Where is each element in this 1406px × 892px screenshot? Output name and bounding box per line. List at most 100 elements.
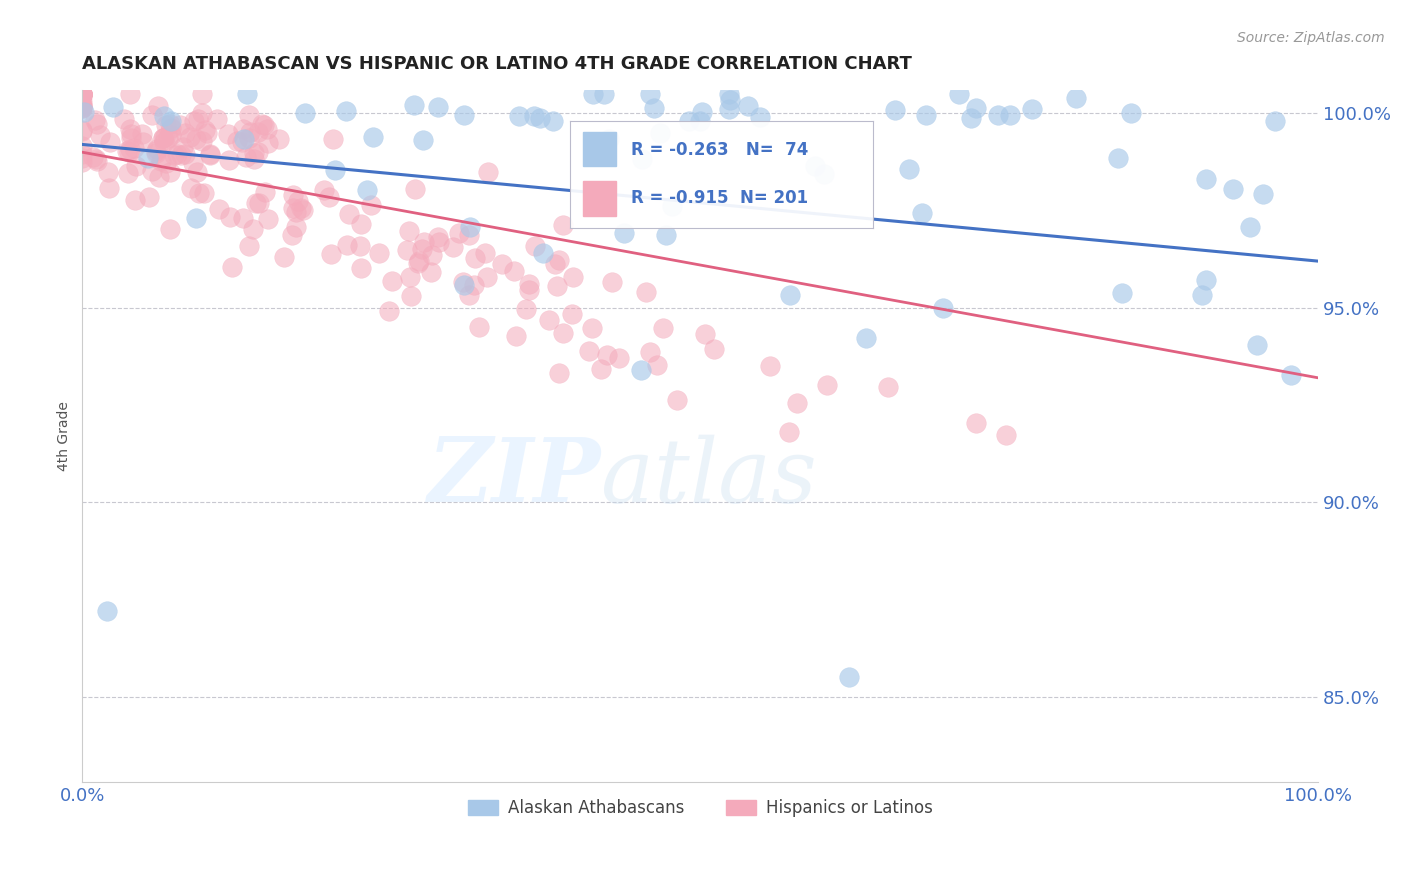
Point [718,87,741,101]
Point [285,205,308,219]
Point [152,131,174,145]
Point [217,127,239,141]
Point [381,274,404,288]
Legend: Alaskan Athabascans, Hispanics or Latinos: Alaskan Athabascans, Hispanics or Latino… [461,793,939,824]
Text: Source: ZipAtlas.com: Source: ZipAtlas.com [1237,31,1385,45]
Point [187,112,209,126]
Point [120,131,142,145]
Point [948,87,970,101]
Point [187,186,209,200]
Point [1107,151,1129,165]
Point [118,121,141,136]
Point [131,127,153,141]
Point [314,183,336,197]
Point [749,110,772,124]
Y-axis label: 4th Grade: 4th Grade [58,401,72,471]
Point [281,187,304,202]
Point [1251,186,1274,201]
Point [548,252,571,267]
Point [1222,182,1244,196]
Point [965,101,987,115]
Point [153,130,176,145]
Point [253,119,276,133]
Point [1191,287,1213,301]
Point [378,303,401,318]
Point [609,351,631,365]
Point [236,87,259,101]
Point [256,121,278,136]
Point [815,378,838,392]
Point [283,201,305,215]
Point [349,260,371,275]
Point [602,275,624,289]
Text: atlas: atlas [602,434,817,521]
Point [460,219,482,234]
Point [508,109,530,123]
Point [529,111,551,125]
Point [960,111,983,125]
Point [145,145,167,160]
Point [678,114,700,128]
Point [155,118,177,132]
Point [72,98,94,112]
Point [208,202,231,217]
Point [655,227,678,242]
Point [218,211,240,225]
Point [72,155,94,169]
Point [243,152,266,166]
Point [148,170,170,185]
Point [152,131,174,145]
Point [170,148,193,162]
Point [153,135,176,149]
Point [183,113,205,128]
Point [169,119,191,133]
Point [561,307,583,321]
Point [803,159,825,173]
Point [598,132,620,146]
Point [72,101,94,115]
Point [877,380,900,394]
Point [281,227,304,242]
Point [402,98,425,112]
Point [703,342,725,356]
Point [117,166,139,180]
Point [290,201,312,215]
Point [72,87,94,101]
Point [638,345,661,359]
Point [779,288,801,302]
Point [243,145,266,160]
Point [593,87,616,101]
Point [661,198,683,212]
Point [551,326,574,340]
Point [994,428,1017,442]
Point [257,211,280,226]
Point [398,269,420,284]
Point [544,257,567,271]
Point [360,197,382,211]
Point [406,256,429,270]
Point [239,125,262,139]
Point [1246,338,1268,352]
Point [120,127,142,141]
Point [294,106,316,120]
Point [238,108,260,122]
Point [883,103,905,117]
Point [72,124,94,138]
Point [463,278,485,293]
Point [124,193,146,207]
Point [427,100,450,114]
Point [141,107,163,121]
Point [98,180,121,194]
Point [232,211,254,226]
Point [404,182,426,196]
Point [318,190,340,204]
Point [72,152,94,166]
Point [72,87,94,101]
Point [339,206,361,220]
Point [256,136,278,151]
Point [72,87,94,101]
Point [453,108,475,122]
Point [180,181,202,195]
Point [72,87,94,101]
Point [420,265,443,279]
